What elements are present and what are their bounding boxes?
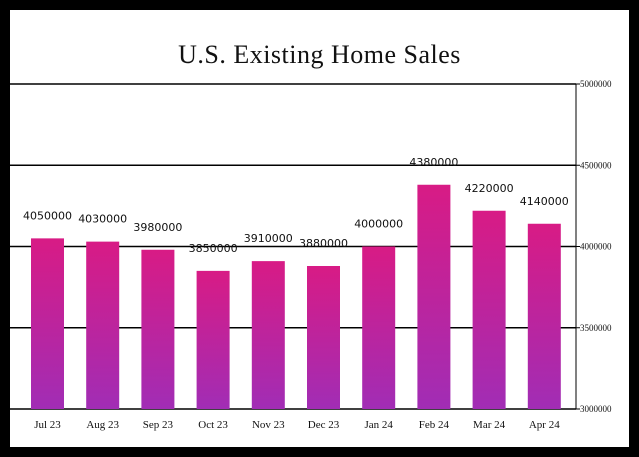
x-tick-label: Mar 24 [473,419,506,431]
data-label: 3910000 [244,232,293,245]
bar [251,261,285,409]
bars [31,184,561,409]
axes: 3000000 3500000 4000000 4500000 5000000 Jul 2… [34,79,612,431]
data-label: 4220000 [465,182,514,195]
data-label: 3850000 [189,242,238,255]
data-label: 3880000 [299,237,348,250]
data-label: 3980000 [133,221,182,234]
y-tick-label: 4500000 [580,160,612,170]
bar [31,238,64,409]
bar [307,266,340,409]
x-tick-label: Aug 23 [86,419,119,431]
data-label: 4000000 [354,218,403,231]
bar [362,246,396,409]
y-tick-label: 4000000 [580,242,612,252]
x-tick-label: Sep 23 [143,419,174,431]
y-tick-label: 3000000 [580,404,612,414]
bar [417,184,451,409]
x-tick-label: Oct 23 [198,419,228,431]
bar [527,223,561,409]
bar-chart: 4050000 4030000 3980000 3850000 3910000 38800… [10,79,612,431]
data-label: 4030000 [78,213,127,226]
data-label: 4380000 [409,156,458,169]
chart-title: U.S. Existing Home Sales [178,40,461,69]
bar [141,249,175,409]
y-tick-label: 3500000 [580,323,612,333]
x-tick-label: Nov 23 [252,419,285,431]
data-label: 4140000 [520,195,569,208]
bar [472,210,506,409]
bar [196,270,230,409]
data-label: 4050000 [23,209,72,222]
x-tick-label: Feb 24 [419,419,450,431]
chart-frame: U.S. Existing Home Sales 4050000 4030000 3… [10,10,629,447]
bar [86,241,120,409]
x-tick-label: Apr 24 [529,419,560,431]
y-tick-label: 5000000 [580,79,612,89]
x-tick-label: Jan 24 [364,419,393,431]
data-labels: 4050000 4030000 3980000 3850000 3910000 38800… [23,156,569,255]
x-tick-label: Dec 23 [308,419,340,431]
x-tick-label: Jul 23 [34,419,61,431]
